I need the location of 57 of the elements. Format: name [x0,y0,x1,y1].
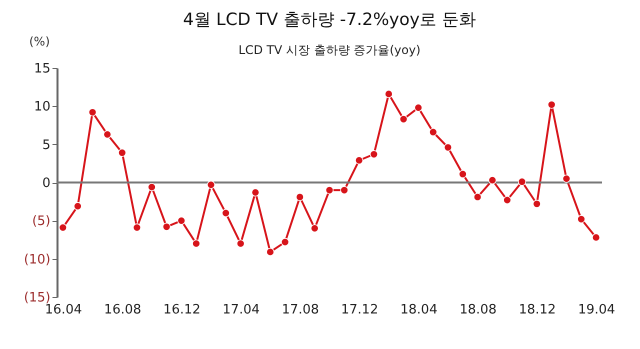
point [548,100,556,109]
x-tick-label: 18.08 [459,302,497,318]
point [562,174,571,183]
point [222,208,230,218]
x-tick-label: 17.12 [341,302,378,318]
point [355,156,364,164]
y-tick-label: 5 [42,138,50,153]
y-tick-label: 10 [34,100,50,115]
x-tick-label: 17.08 [282,302,319,318]
point [370,150,378,158]
point [577,215,586,224]
point [162,222,171,231]
y-tick-label: 15 [34,62,50,76]
x-tick-label: 18.04 [400,302,438,318]
point [266,248,274,256]
point [503,196,512,204]
x-tick-label: 17.04 [222,302,260,318]
point [177,216,186,225]
point [74,202,82,210]
x-tick-label: 19.04 [578,302,616,318]
x-tick-label: 18.12 [518,302,556,318]
chart-title: 4월 LCD TV 출하량 -7.2%yoy로 둔화 [182,10,476,30]
point [296,192,304,202]
point [414,104,422,112]
point [429,128,438,136]
point [532,200,541,208]
y-tick-label: (10) [24,252,50,268]
point [444,143,452,152]
point [103,130,112,139]
point [340,186,348,194]
point [192,239,200,248]
point [251,188,260,197]
point [473,192,482,202]
point [310,224,319,232]
point [518,178,526,186]
point [236,239,245,248]
y-tick-label: 0 [42,176,50,191]
point [399,115,408,124]
x-tick-label: 16.04 [44,302,82,318]
point [118,148,126,157]
point [280,238,290,246]
point [488,176,497,184]
point [592,233,600,242]
y-tick-label: (15) [24,290,50,306]
point [384,90,393,98]
chart-subtitle: LCD TV 시장 출하량 증가율(yoy) [238,43,421,57]
point [88,108,97,116]
point [58,223,68,232]
point [206,180,216,189]
y-tick-label: (5) [32,214,50,230]
x-tick-label: 16.12 [163,302,201,318]
point [325,186,334,194]
y-axis-title: (%) [29,34,50,48]
point [458,170,467,178]
point [132,223,142,232]
x-tick-label: 16.08 [104,302,142,318]
point [148,182,156,192]
